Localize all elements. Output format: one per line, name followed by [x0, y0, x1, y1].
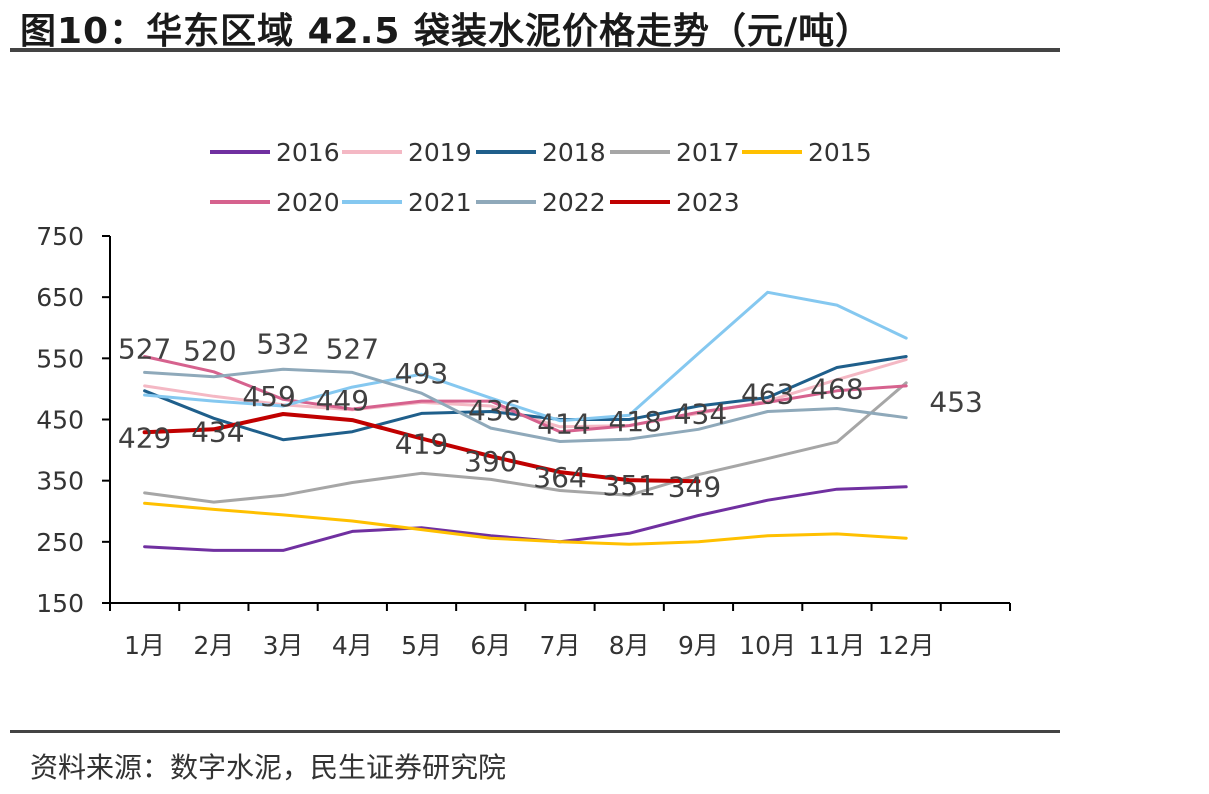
x-tick-label: 10月	[739, 631, 796, 660]
y-tick-label: 450	[36, 406, 84, 435]
data-label-2022: 468	[810, 372, 863, 405]
legend-label-2021: 2021	[408, 188, 472, 217]
x-tick-label: 6月	[470, 631, 511, 660]
data-label-2023: 419	[395, 427, 448, 460]
y-tick-label: 150	[36, 589, 84, 618]
data-label-2022: 463	[741, 378, 794, 411]
data-label-2022: 436	[468, 394, 521, 427]
y-tick-label: 750	[36, 222, 84, 251]
x-tick-label: 5月	[401, 631, 442, 660]
y-tick-label: 350	[36, 467, 84, 496]
data-label-2022: 414	[537, 408, 590, 441]
x-tick-label: 7月	[540, 631, 581, 660]
data-label-2023: 364	[533, 461, 586, 494]
x-tick-label: 2月	[193, 631, 234, 660]
x-tick-label: 11月	[809, 631, 866, 660]
data-label-2022: 527	[326, 332, 379, 365]
source-rule	[10, 730, 1060, 733]
x-tick-label: 9月	[678, 631, 719, 660]
data-label-2022: 532	[256, 327, 309, 360]
y-tick-label: 650	[36, 283, 84, 312]
source-note: 资料来源：数字水泥，民生证券研究院	[30, 746, 506, 786]
legend-label-2015: 2015	[808, 138, 872, 167]
data-label-2023: 459	[242, 380, 295, 413]
legend: 2016 2019 2018 2017 2015 2020 2021 2022 2023	[210, 138, 872, 217]
legend-label-2020: 2020	[276, 188, 340, 217]
line-chart: 2016 2019 2018 2017 2015 2020 2021 2022 2023 150…	[0, 0, 1209, 794]
x-tick-label: 3月	[263, 631, 304, 660]
data-label-2023: 349	[668, 470, 721, 503]
legend-label-2019: 2019	[408, 138, 472, 167]
data-label-2022: 418	[609, 405, 662, 438]
legend-label-2018: 2018	[542, 138, 606, 167]
legend-label-2017: 2017	[676, 138, 740, 167]
data-label-2023: 449	[316, 384, 369, 417]
legend-label-2023: 2023	[676, 188, 740, 217]
data-label-2022: 434	[674, 397, 727, 430]
x-tick-label: 12月	[878, 631, 935, 660]
data-label-2022: 453	[929, 386, 982, 419]
x-tick-label: 4月	[332, 631, 373, 660]
x-tick-label: 1月	[124, 631, 165, 660]
x-tick-label: 8月	[609, 631, 650, 660]
data-label-2022: 493	[395, 357, 448, 390]
legend-label-2016: 2016	[276, 138, 340, 167]
y-tick-label: 550	[36, 344, 84, 373]
data-label-2022: 527	[118, 332, 171, 365]
data-label-2022: 520	[183, 335, 236, 368]
data-labels: 527 520 532 527 493 436 414 418 434 463 468 453 429 4…	[118, 327, 983, 503]
data-label-2023: 351	[603, 469, 656, 502]
data-label-2023: 429	[118, 421, 171, 454]
legend-label-2022: 2022	[542, 188, 606, 217]
y-tick-label: 250	[36, 528, 84, 557]
axes: 150 250 350 450 550 650 750 1月 2月 3月 4月 5月 6月 7月 8月 9月 1…	[36, 222, 1010, 660]
data-label-2023: 434	[191, 415, 244, 448]
data-label-2023: 390	[464, 445, 517, 478]
